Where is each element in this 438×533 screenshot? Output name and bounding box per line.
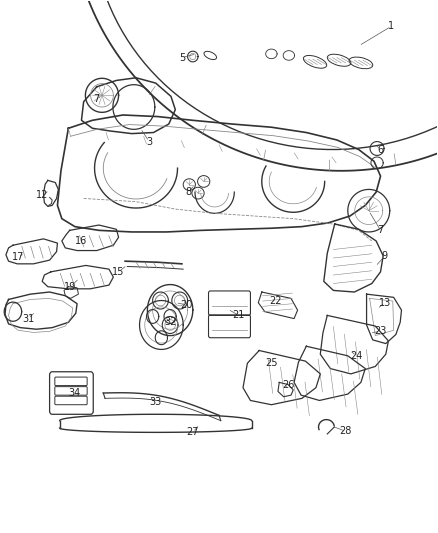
Text: 16: 16	[75, 236, 88, 246]
Text: 26: 26	[283, 379, 295, 390]
Text: 13: 13	[379, 297, 391, 308]
Text: 33: 33	[149, 397, 162, 407]
Text: 3: 3	[146, 136, 152, 147]
Text: 9: 9	[382, 251, 388, 261]
Text: 15: 15	[113, 267, 125, 277]
Text: 19: 19	[64, 282, 77, 292]
Text: 22: 22	[269, 296, 282, 306]
Text: 25: 25	[265, 358, 278, 368]
Text: 27: 27	[187, 427, 199, 438]
Text: 6: 6	[378, 144, 384, 155]
Text: 28: 28	[339, 426, 352, 437]
Text: 34: 34	[68, 388, 80, 398]
Text: 20: 20	[180, 300, 192, 310]
Text: 21: 21	[233, 310, 245, 320]
Text: 32: 32	[165, 317, 177, 327]
Text: 24: 24	[350, 351, 363, 361]
Text: 7: 7	[94, 94, 100, 104]
Text: 1: 1	[389, 21, 395, 31]
Text: 5: 5	[179, 53, 185, 62]
Text: 8: 8	[185, 187, 191, 197]
Text: 31: 31	[22, 313, 34, 324]
Text: 12: 12	[36, 190, 48, 200]
Text: 17: 17	[12, 252, 25, 262]
Text: 23: 23	[374, 326, 387, 336]
Text: 7: 7	[378, 225, 384, 236]
